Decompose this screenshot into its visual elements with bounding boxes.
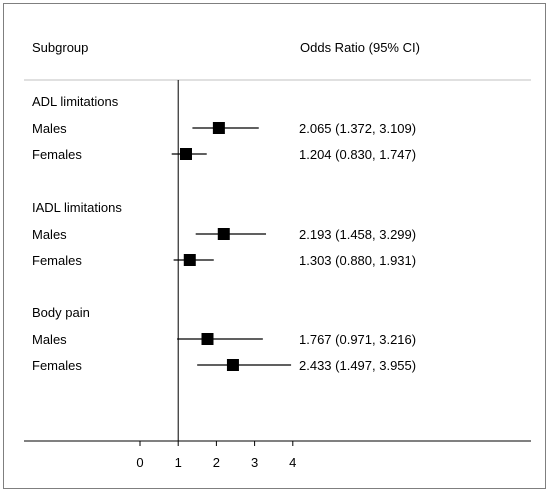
or-marker: [201, 333, 214, 345]
or-value-label: 1.767 (0.971, 3.216): [299, 332, 416, 347]
or-value-label: 2.433 (1.497, 3.955): [299, 358, 416, 373]
row-label: Males: [32, 121, 67, 136]
x-tick-label: 1: [175, 455, 182, 470]
row-label: Females: [32, 358, 82, 373]
or-marker: [183, 254, 196, 266]
x-tick-label: 2: [213, 455, 220, 470]
row-label: Females: [32, 147, 82, 162]
or-value-label: 1.204 (0.830, 1.747): [299, 147, 416, 162]
group-label: Body pain: [32, 305, 90, 320]
group-label: ADL limitations: [32, 94, 119, 109]
header-odds-ratio: Odds Ratio (95% CI): [300, 40, 420, 55]
or-value-label: 1.303 (0.880, 1.931): [299, 253, 416, 268]
or-value-label: 2.065 (1.372, 3.109): [299, 121, 416, 136]
row-label: Females: [32, 253, 82, 268]
group-label: IADL limitations: [32, 200, 122, 215]
row-label: Males: [32, 332, 67, 347]
header-subgroup: Subgroup: [32, 40, 88, 55]
x-axis-ticks: 0 1 2 3 4: [136, 441, 296, 470]
x-tick-label: 4: [289, 455, 296, 470]
or-marker: [217, 228, 230, 240]
x-tick-label: 3: [251, 455, 258, 470]
chart-frame: [3, 3, 546, 489]
row-label: Males: [32, 227, 67, 242]
x-tick-label: 0: [136, 455, 143, 470]
or-marker: [179, 148, 192, 160]
or-marker: [212, 122, 225, 134]
or-marker: [226, 359, 239, 371]
or-value-label: 2.193 (1.458, 3.299): [299, 227, 416, 242]
forest-rows: ADL limitations Males 2.065 (1.372, 3.109)…: [32, 94, 416, 373]
